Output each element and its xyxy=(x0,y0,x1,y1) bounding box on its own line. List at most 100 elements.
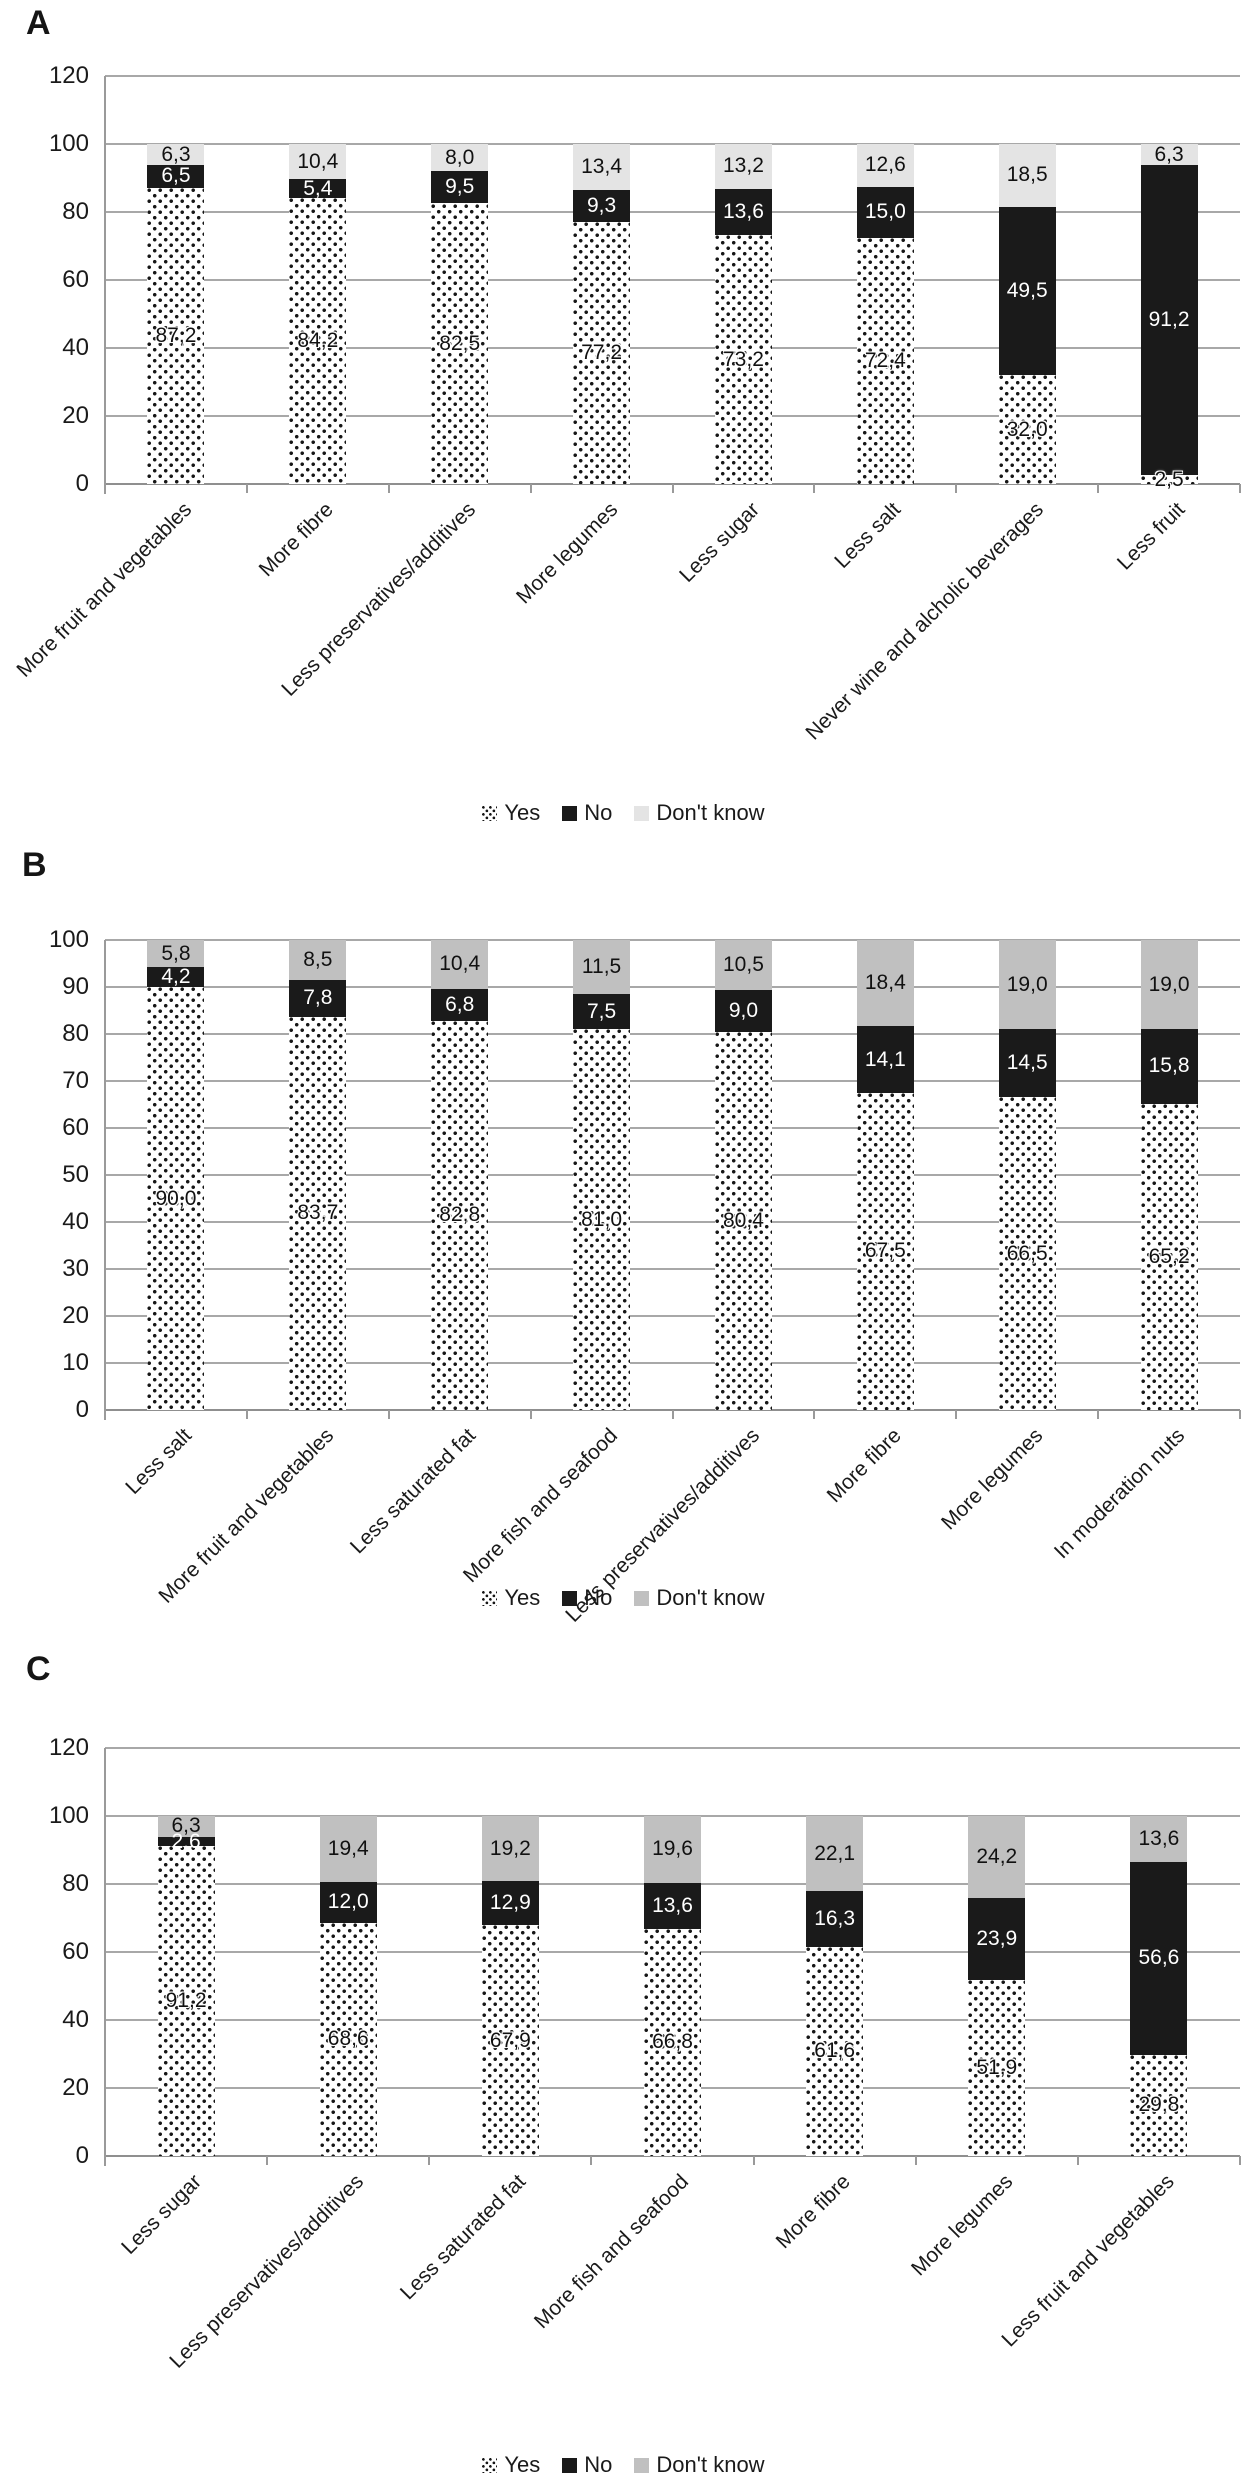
bar-value-label: 6,3 xyxy=(171,1814,201,1838)
bar-value-label: 68,6 xyxy=(327,2027,369,2051)
y-axis-tick-label: 40 xyxy=(62,334,89,361)
panel-label-a: A xyxy=(26,4,51,42)
legend-item-don-t-know: Don't know xyxy=(634,1585,765,1611)
legend-label: Yes xyxy=(504,800,541,825)
legend-item-no: No xyxy=(562,800,612,826)
bar-segment-don-t-know xyxy=(998,940,1056,1030)
bar-value-label: 7,8 xyxy=(303,986,333,1010)
bar-value-label: 12,0 xyxy=(327,1890,369,1914)
grid-line xyxy=(105,1033,1240,1035)
x-axis-tick xyxy=(955,484,958,493)
bar-value-label: 81,0 xyxy=(581,1207,622,1231)
y-axis-tick-label: 60 xyxy=(62,1938,89,1965)
x-category-label: More legumes xyxy=(511,498,622,609)
x-axis-tick xyxy=(914,2156,917,2165)
bar-segment-yes xyxy=(289,197,347,484)
bar-segment-no xyxy=(147,967,205,987)
grid-line xyxy=(105,939,1240,941)
bar-segment-yes xyxy=(157,1845,215,2156)
bar-value-label: 73,2 xyxy=(723,347,764,371)
x-axis-tick xyxy=(1239,2156,1241,2165)
bar-value-label: 10,5 xyxy=(723,953,764,977)
y-axis-tick-label: 60 xyxy=(62,1114,89,1141)
bar-value-label: 56,6 xyxy=(1138,1946,1180,1970)
bar-segment-don-t-know xyxy=(319,1816,377,1882)
grid-line xyxy=(105,143,1240,145)
grid-line xyxy=(105,1747,1240,1749)
x-axis-tick xyxy=(1097,484,1100,493)
bar-segment-don-t-know xyxy=(968,1816,1026,1899)
legend-item-don-t-know: Don't know xyxy=(634,800,765,826)
x-axis-tick xyxy=(752,2156,755,2165)
legend-item-don-t-know: Don't know xyxy=(634,2452,765,2478)
grid-line xyxy=(105,1268,1240,1270)
x-axis-tick xyxy=(266,2156,269,2165)
bar-value-label: 2,5 xyxy=(1154,467,1184,491)
bar-value-label: 51,9 xyxy=(976,2055,1018,2079)
bar-segment-yes xyxy=(806,1946,864,2156)
y-axis-tick-label: 60 xyxy=(62,266,89,293)
x-axis-tick xyxy=(1097,1410,1100,1419)
x-category-label: Less fruit xyxy=(1112,498,1190,575)
bar-segment-no xyxy=(856,186,914,238)
bar-segment-yes xyxy=(968,1979,1026,2156)
y-axis-tick-label: 20 xyxy=(62,402,89,429)
grid-line xyxy=(105,1221,1240,1223)
bar-value-label: 91,2 xyxy=(1148,308,1190,332)
bar-value-label: 67,5 xyxy=(864,1239,906,1263)
bar-value-label: 18,5 xyxy=(1006,163,1048,187)
bar-segment-no xyxy=(573,994,631,1030)
bar-segment-don-t-know xyxy=(856,144,914,187)
bar-segment-don-t-know xyxy=(714,144,772,189)
bar-segment-yes xyxy=(714,235,772,484)
bar-segment-yes xyxy=(1140,475,1198,484)
bar-segment-no xyxy=(644,1882,701,1929)
x-category-label: More fibre xyxy=(822,1424,906,1508)
bar-value-label: 10,4 xyxy=(439,952,481,976)
bar-segment-yes xyxy=(431,1020,489,1410)
x-axis-tick xyxy=(1239,1410,1241,1419)
bar-value-label: 24,2 xyxy=(976,1845,1018,1869)
bar-value-label: 8,5 xyxy=(303,947,333,971)
x-axis-tick xyxy=(104,1410,106,1419)
y-axis-tick-label: 40 xyxy=(62,1208,89,1235)
bar-value-label: 83,7 xyxy=(297,1201,339,1225)
bar-value-label: 65,2 xyxy=(1148,1244,1190,1268)
bar-value-label: 49,5 xyxy=(1006,279,1048,303)
y-axis-tick-label: 10 xyxy=(62,1349,89,1376)
bar-value-label: 90,0 xyxy=(155,1186,197,1210)
bar-segment-no xyxy=(289,979,347,1017)
bar-segment-don-t-know xyxy=(431,940,489,989)
x-axis-tick xyxy=(955,1410,958,1419)
grid-line xyxy=(105,1315,1240,1317)
bar-value-label: 32,0 xyxy=(1006,417,1048,441)
x-category-label: More fish and seafood xyxy=(529,2170,693,2334)
x-axis-tick xyxy=(1076,2156,1079,2165)
x-category-label: More legumes xyxy=(906,2170,1018,2281)
panel-label-b: B xyxy=(22,846,47,884)
bar-segment-no xyxy=(714,989,772,1033)
grid-line xyxy=(105,1362,1240,1364)
grid-line xyxy=(105,1174,1240,1176)
bar-value-label: 72,4 xyxy=(864,348,906,372)
bar-segment-no xyxy=(319,1881,377,1923)
bar-segment-don-t-know xyxy=(856,940,914,1027)
legend-label: Don't know xyxy=(656,2452,765,2477)
bar-segment-don-t-know xyxy=(714,940,772,990)
bar-segment-no xyxy=(1140,165,1198,476)
x-category-label: Less saturated fat xyxy=(345,1424,480,1559)
bar-value-label: 82,8 xyxy=(439,1203,481,1227)
bar-value-label: 14,5 xyxy=(1006,1051,1048,1075)
bar-value-label: 91,2 xyxy=(165,1988,207,2012)
bar-value-label: 22,1 xyxy=(814,1841,856,1865)
y-axis-tick-label: 100 xyxy=(48,926,89,953)
bar-value-label: 2,6 xyxy=(171,1829,201,1853)
bar-value-label: 19,4 xyxy=(327,1836,369,1860)
y-axis-tick-label: 0 xyxy=(75,470,89,497)
bar-segment-don-t-know xyxy=(573,144,631,190)
grid-line xyxy=(105,279,1240,281)
bar-segment-no xyxy=(431,171,489,204)
bar-value-label: 11,5 xyxy=(581,955,622,979)
bar-value-label: 6,3 xyxy=(1154,142,1184,166)
bar-segment-yes xyxy=(644,1928,701,2156)
